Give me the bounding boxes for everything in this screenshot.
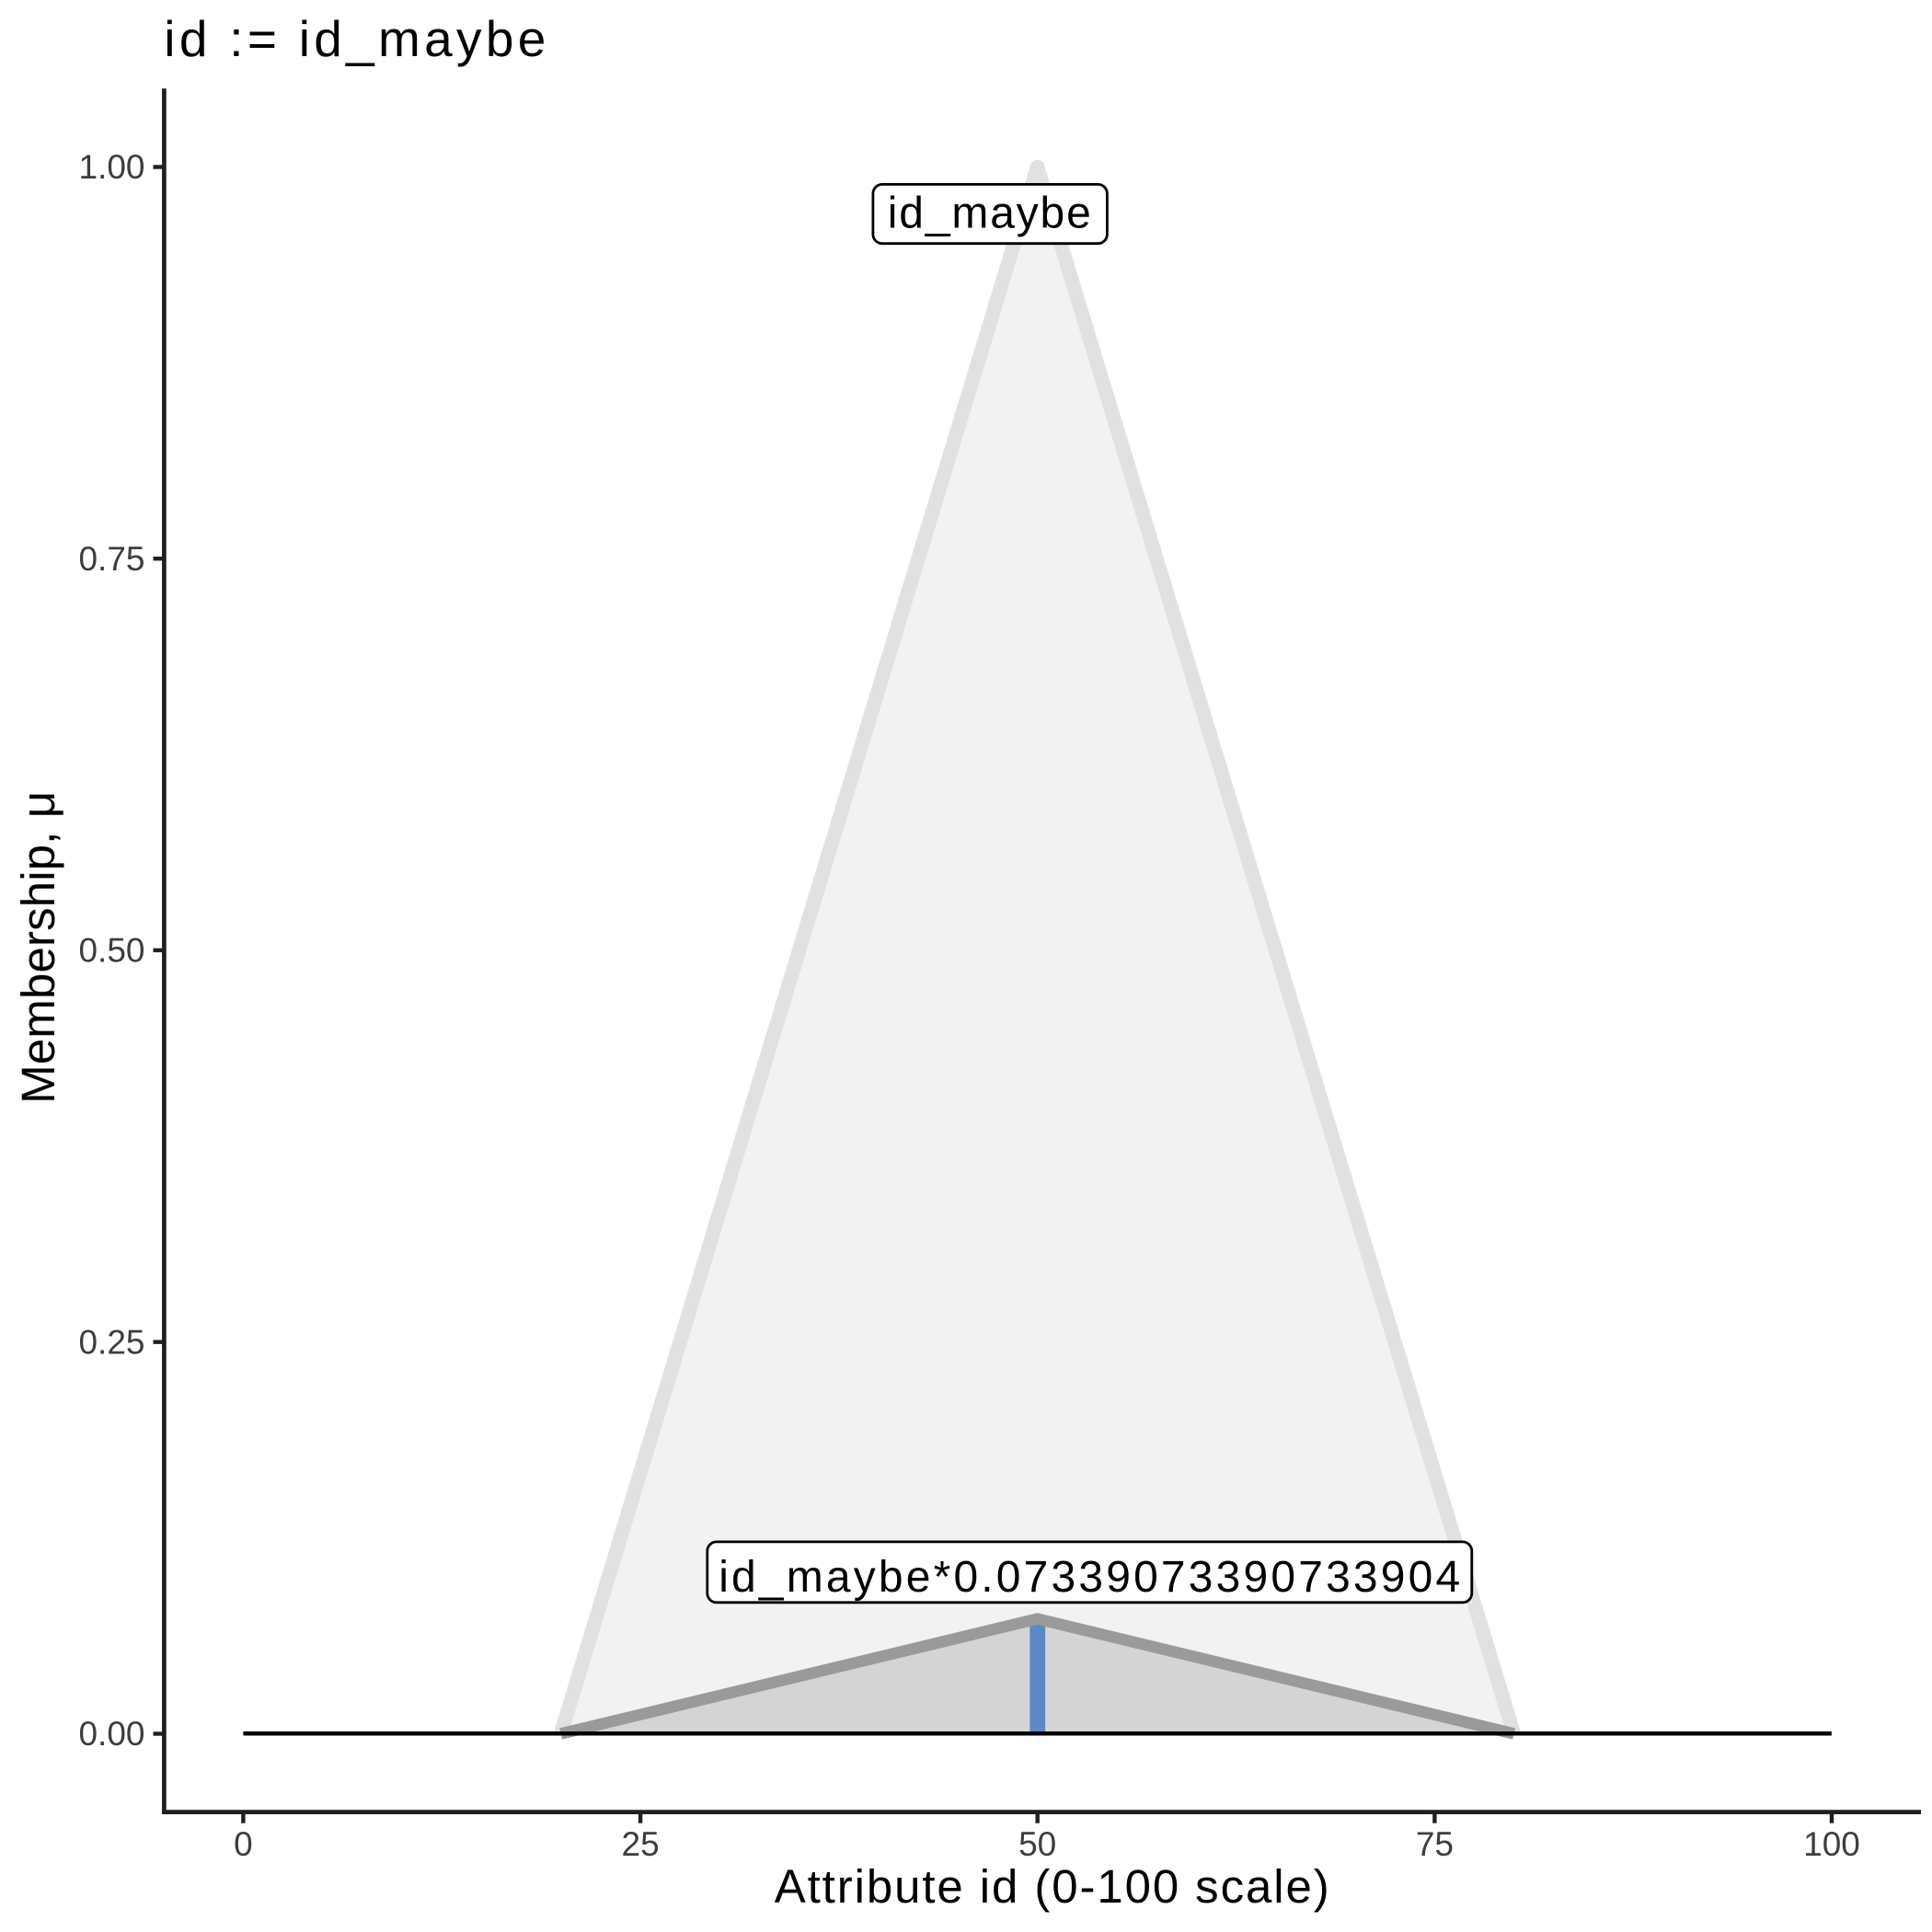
- svg-text:0.50: 0.50: [78, 932, 144, 970]
- svg-text:100: 100: [1803, 1825, 1860, 1863]
- svg-text:id_maybe*0.07339073390733904: id_maybe*0.07339073390733904: [719, 1553, 1460, 1602]
- svg-text:75: 75: [1416, 1825, 1454, 1863]
- svg-text:id_maybe: id_maybe: [888, 190, 1091, 238]
- svg-text:0.00: 0.00: [78, 1715, 144, 1753]
- svg-text:0.25: 0.25: [78, 1323, 144, 1361]
- svg-text:Membership, μ: Membership, μ: [12, 791, 64, 1104]
- svg-text:Attribute id (0-100 scale): Attribute id (0-100 scale): [775, 1860, 1329, 1913]
- svg-text:id := id_maybe: id := id_maybe: [164, 10, 546, 67]
- svg-text:0: 0: [234, 1825, 253, 1863]
- svg-text:25: 25: [622, 1825, 660, 1863]
- svg-text:50: 50: [1018, 1825, 1056, 1863]
- svg-text:1.00: 1.00: [78, 148, 144, 186]
- svg-text:0.75: 0.75: [78, 540, 144, 578]
